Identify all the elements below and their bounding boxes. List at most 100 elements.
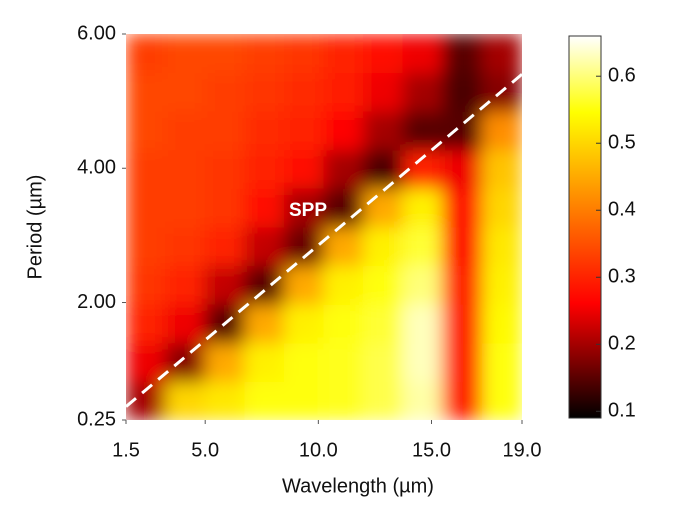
- heatmap-cell: [283, 342, 325, 382]
- heatmap-cell: [165, 72, 206, 112]
- heatmap-cell: [244, 72, 285, 112]
- heatmap-cell: [442, 265, 483, 305]
- heatmap-cell: [204, 380, 246, 420]
- colorbar-tick-label: 0.5: [608, 132, 636, 154]
- heatmap-cell: [204, 226, 246, 267]
- heatmap-cell: [244, 34, 285, 74]
- heatmap-cell: [126, 265, 167, 305]
- heatmap-cell: [481, 187, 522, 228]
- heatmap-cell: [481, 110, 522, 151]
- heatmap-cell: [283, 110, 325, 151]
- heatmap-cell: [323, 342, 365, 382]
- heatmap-cell: [283, 380, 325, 420]
- heatmap-cell: [204, 34, 246, 74]
- colorbar: [568, 35, 602, 419]
- heatmap-cell: [126, 342, 167, 382]
- heatmap-cell: [481, 149, 522, 189]
- heatmap-cell: [442, 72, 483, 112]
- heatmap-cell: [126, 110, 167, 151]
- y-tick-label: 0.25: [77, 408, 116, 430]
- heatmap-cell: [402, 110, 444, 151]
- heatmap-cell: [244, 265, 285, 305]
- y-tick-label: 2.00: [77, 291, 116, 313]
- heatmap-cell: [244, 187, 285, 228]
- heatmap-cell: [442, 34, 483, 74]
- heatmap-cell: [204, 72, 246, 112]
- heatmap-cell: [244, 303, 285, 344]
- heatmap-cell: [126, 303, 167, 344]
- heatmap-cell: [126, 187, 167, 228]
- heatmap-cell: [244, 380, 285, 420]
- heatmap-cell: [204, 187, 246, 228]
- heatmap-cell: [323, 149, 365, 189]
- heatmap-cell: [363, 72, 404, 112]
- heatmap-cell: [204, 110, 246, 151]
- heatmap-cell: [481, 34, 522, 74]
- x-tick-label: 10.0: [299, 439, 338, 461]
- y-tick-label: 4.00: [77, 157, 116, 179]
- x-tick-label: 19.0: [503, 439, 542, 461]
- annotation: SPP: [289, 200, 327, 221]
- colorbar-tick-label: 0.6: [608, 64, 636, 86]
- heatmap-cell: [481, 380, 522, 420]
- heatmap-cell: [323, 34, 365, 74]
- heatmap-cell: [323, 187, 365, 228]
- heatmap-cell: [244, 342, 285, 382]
- heatmap-cell: [363, 265, 404, 305]
- heatmap-cell: [283, 303, 325, 344]
- x-tick-label: 15.0: [412, 439, 451, 461]
- heatmap-cell: [402, 72, 444, 112]
- spp-line: [125, 73, 523, 408]
- y-axis-label: Period (µm): [24, 175, 46, 280]
- heatmap-cell: [204, 342, 246, 382]
- heatmap-cell: [481, 303, 522, 344]
- heatmap-cell: [323, 226, 365, 267]
- heatmap-cell: [165, 342, 206, 382]
- heatmap-cell: [481, 226, 522, 267]
- heatmap-cell: [402, 303, 444, 344]
- heatmap-cell: [363, 303, 404, 344]
- heatmap-cell: [481, 265, 522, 305]
- heatmap-cell: [165, 380, 206, 420]
- heatmap-cell: [323, 265, 365, 305]
- heatmap-cell: [323, 72, 365, 112]
- x-axis-label: Wavelength (µm): [282, 475, 434, 497]
- heatmap-cell: [323, 303, 365, 344]
- heatmap-cell: [442, 380, 483, 420]
- x-tick-label: 5.0: [191, 439, 219, 461]
- heatmap-cell: [165, 303, 206, 344]
- heatmap-cell: [363, 187, 404, 228]
- heatmap-cell: [165, 110, 206, 151]
- heatmap-cell: [363, 34, 404, 74]
- heatmap-cell: [165, 187, 206, 228]
- heatmap-cell: [402, 34, 444, 74]
- heatmap-cell: [283, 149, 325, 189]
- heatmap-cell: [283, 187, 325, 228]
- y-tick-label: 6.00: [77, 22, 116, 44]
- heatmap-cell: [165, 265, 206, 305]
- heatmap-cell: [363, 226, 404, 267]
- x-tick-label: 1.5: [112, 439, 140, 461]
- heatmap-cell: [402, 265, 444, 305]
- heatmap-cell: [165, 149, 206, 189]
- heatmap-cell: [442, 342, 483, 382]
- heatmap-cell: [204, 265, 246, 305]
- heatmap-cell: [402, 187, 444, 228]
- heatmap-cell: [402, 226, 444, 267]
- heatmap-cell: [442, 187, 483, 228]
- heatmap-cell: [283, 226, 325, 267]
- colorbar-tick-label: 0.1: [608, 400, 636, 422]
- heatmap-cell: [283, 34, 325, 74]
- heatmap-cell: [323, 110, 365, 151]
- heatmap-cell: [165, 226, 206, 267]
- heatmap-cell: [363, 380, 404, 420]
- heatmap-cell: [363, 149, 404, 189]
- heatmap-cell: [283, 72, 325, 112]
- heatmap-cell: [442, 303, 483, 344]
- heatmap-cell: [244, 149, 285, 189]
- heatmap-cell: [363, 110, 404, 151]
- heatmap-cell: [126, 226, 167, 267]
- heatmap-cell: [244, 226, 285, 267]
- heatmap-cell: [402, 342, 444, 382]
